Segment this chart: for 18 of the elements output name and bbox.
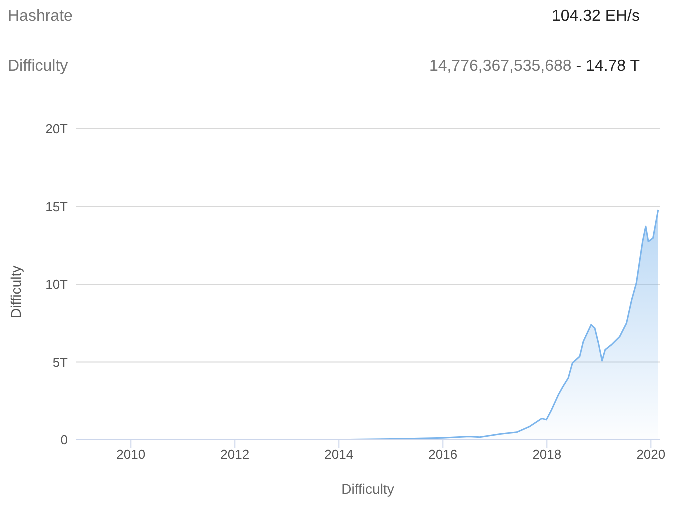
y-tick-label: 20T [46, 122, 68, 137]
x-axis-title: Difficulty [342, 481, 394, 497]
y-tick-label: 5T [52, 354, 68, 370]
y-axis-title: Difficulty [8, 266, 24, 318]
text: 14,776,367,535,688 [429, 58, 572, 75]
text: Difficulty [8, 58, 68, 76]
x-tick-label: 2016 [428, 447, 458, 462]
y-tick-label: 10T [46, 277, 68, 292]
text: Hashrate [8, 8, 73, 26]
x-tick-label: 2018 [532, 447, 562, 462]
text: - 14.78 T [575, 58, 640, 75]
y-tick-label: 0 [60, 432, 68, 448]
x-tick-label: 2010 [116, 447, 146, 462]
y-tick-label: 15T [46, 199, 68, 214]
text: 104.32 EH/s [552, 8, 640, 26]
x-tick-label: 2014 [324, 447, 354, 462]
x-tick-label: 2020 [636, 447, 666, 462]
x-tick-label: 2012 [220, 447, 250, 462]
